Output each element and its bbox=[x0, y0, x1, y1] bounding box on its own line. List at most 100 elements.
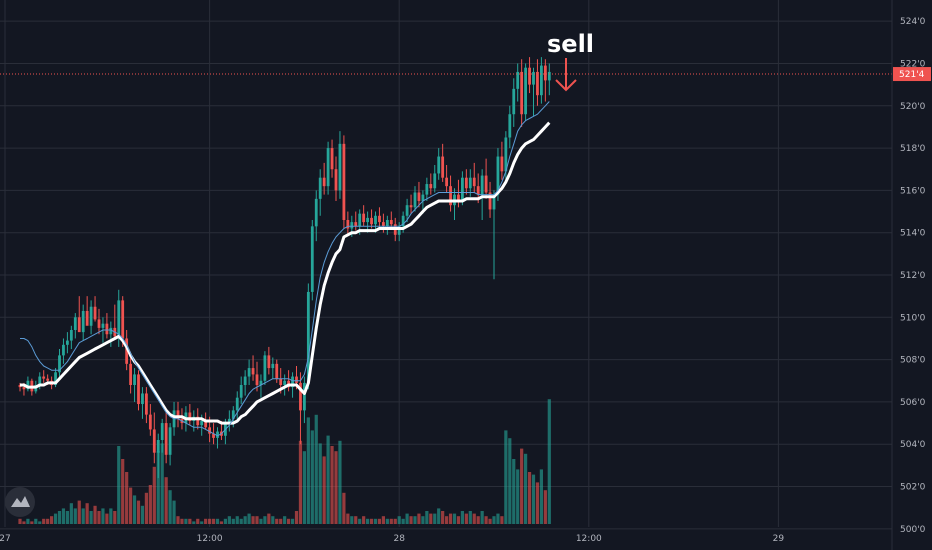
x-tick-label: 29 bbox=[773, 534, 785, 544]
y-tick-label: 522'0 bbox=[900, 59, 926, 69]
volume-bar bbox=[26, 518, 30, 524]
volume-bar bbox=[22, 521, 26, 524]
volume-bar bbox=[429, 513, 433, 524]
volume-bar bbox=[334, 451, 338, 524]
candle-body bbox=[441, 156, 445, 178]
volume-bar bbox=[433, 513, 437, 524]
volume-bar bbox=[350, 516, 354, 524]
candle-body bbox=[417, 192, 421, 201]
candle-body bbox=[73, 317, 77, 330]
candle-body bbox=[275, 363, 279, 379]
volume-bar bbox=[381, 516, 385, 524]
volume-bar bbox=[287, 518, 291, 524]
volume-bar bbox=[259, 518, 263, 524]
volume-bar bbox=[294, 511, 299, 524]
candle-body bbox=[334, 169, 338, 191]
y-tick-label: 518'0 bbox=[900, 144, 926, 154]
candle-body bbox=[484, 175, 488, 193]
candle-body bbox=[212, 433, 215, 438]
volume-bar bbox=[160, 443, 164, 524]
volume-bar bbox=[208, 518, 212, 524]
volume-bar bbox=[445, 516, 449, 524]
candle-body bbox=[457, 194, 460, 201]
candle-body bbox=[492, 194, 496, 210]
candle-body bbox=[81, 310, 85, 333]
candle-body bbox=[472, 177, 476, 187]
volume-bar bbox=[121, 459, 125, 524]
volume-bar bbox=[476, 516, 480, 524]
volume-bar bbox=[176, 516, 180, 524]
candle-body bbox=[279, 378, 283, 385]
candle-body bbox=[54, 372, 57, 385]
volume-bar bbox=[168, 490, 172, 524]
volume-bar bbox=[504, 430, 508, 524]
volume-bar bbox=[417, 513, 421, 524]
last-price-label: 521'4 bbox=[899, 70, 925, 80]
candle-body bbox=[536, 71, 539, 96]
candle-body bbox=[354, 222, 358, 227]
volume-bar bbox=[366, 518, 370, 524]
volume-bar bbox=[354, 516, 358, 524]
moving-average-thin-line bbox=[20, 101, 550, 437]
candle-body bbox=[164, 423, 168, 455]
volume-bar bbox=[231, 518, 235, 524]
candle-body bbox=[449, 186, 452, 206]
grid bbox=[0, 0, 892, 530]
x-tick-label: 28 bbox=[393, 534, 405, 544]
volume-bar bbox=[125, 472, 129, 524]
volume-bar bbox=[255, 516, 259, 524]
volume-bar bbox=[306, 417, 310, 524]
volume-bar bbox=[38, 521, 42, 524]
volume-bar bbox=[539, 469, 543, 524]
volume-bar bbox=[377, 518, 382, 524]
volume-bar bbox=[263, 516, 267, 524]
candle-body bbox=[540, 65, 543, 96]
volume-bar bbox=[101, 508, 105, 524]
candle-body bbox=[516, 71, 520, 89]
y-tick-label: 516'0 bbox=[900, 186, 926, 196]
volume-bar bbox=[302, 451, 306, 524]
candle-body bbox=[429, 184, 433, 189]
candle-body bbox=[239, 385, 243, 398]
volume-bar bbox=[200, 521, 204, 524]
candle-body bbox=[476, 186, 480, 195]
volume-bar bbox=[283, 516, 287, 524]
candle-body bbox=[62, 344, 65, 356]
volume-bar bbox=[500, 516, 504, 524]
candle-body bbox=[437, 156, 441, 174]
x-tick-label: 12:00 bbox=[197, 534, 223, 544]
candle-body bbox=[299, 382, 302, 411]
volume-bar bbox=[53, 513, 58, 524]
volume-bar bbox=[480, 511, 484, 524]
candle-body bbox=[204, 420, 208, 428]
candle-body bbox=[374, 215, 377, 225]
arrow-down-icon[interactable] bbox=[555, 58, 577, 92]
y-tick-label: 504'0 bbox=[900, 440, 926, 450]
volume-bar bbox=[164, 477, 168, 524]
candle-body bbox=[532, 71, 535, 85]
candle-body bbox=[271, 363, 275, 369]
volume-bar bbox=[314, 414, 318, 524]
volume-bar bbox=[42, 518, 46, 524]
candle-body bbox=[283, 380, 287, 385]
candle-body bbox=[267, 355, 271, 369]
y-tick-label: 508'0 bbox=[900, 356, 926, 366]
volume-bar bbox=[223, 518, 227, 524]
volume-bar bbox=[342, 492, 346, 524]
candle-body bbox=[547, 71, 551, 81]
volume-bar bbox=[105, 513, 109, 524]
volume-bar bbox=[219, 521, 224, 524]
volume-bar bbox=[413, 516, 417, 524]
volume-bar bbox=[290, 518, 295, 524]
volume-bar bbox=[472, 513, 476, 524]
volume-bar bbox=[251, 516, 255, 524]
volume-bar bbox=[385, 518, 389, 524]
price-axis[interactable]: 524'0 522'0 520'0 518'0 516'0 514'0 512'0 510'0… bbox=[891, 0, 926, 550]
volume-bar bbox=[275, 518, 279, 524]
volume-bar bbox=[46, 518, 50, 524]
volume-bar bbox=[109, 508, 113, 524]
candle-body bbox=[468, 177, 472, 189]
sell-annotation[interactable]: sell bbox=[547, 30, 594, 58]
